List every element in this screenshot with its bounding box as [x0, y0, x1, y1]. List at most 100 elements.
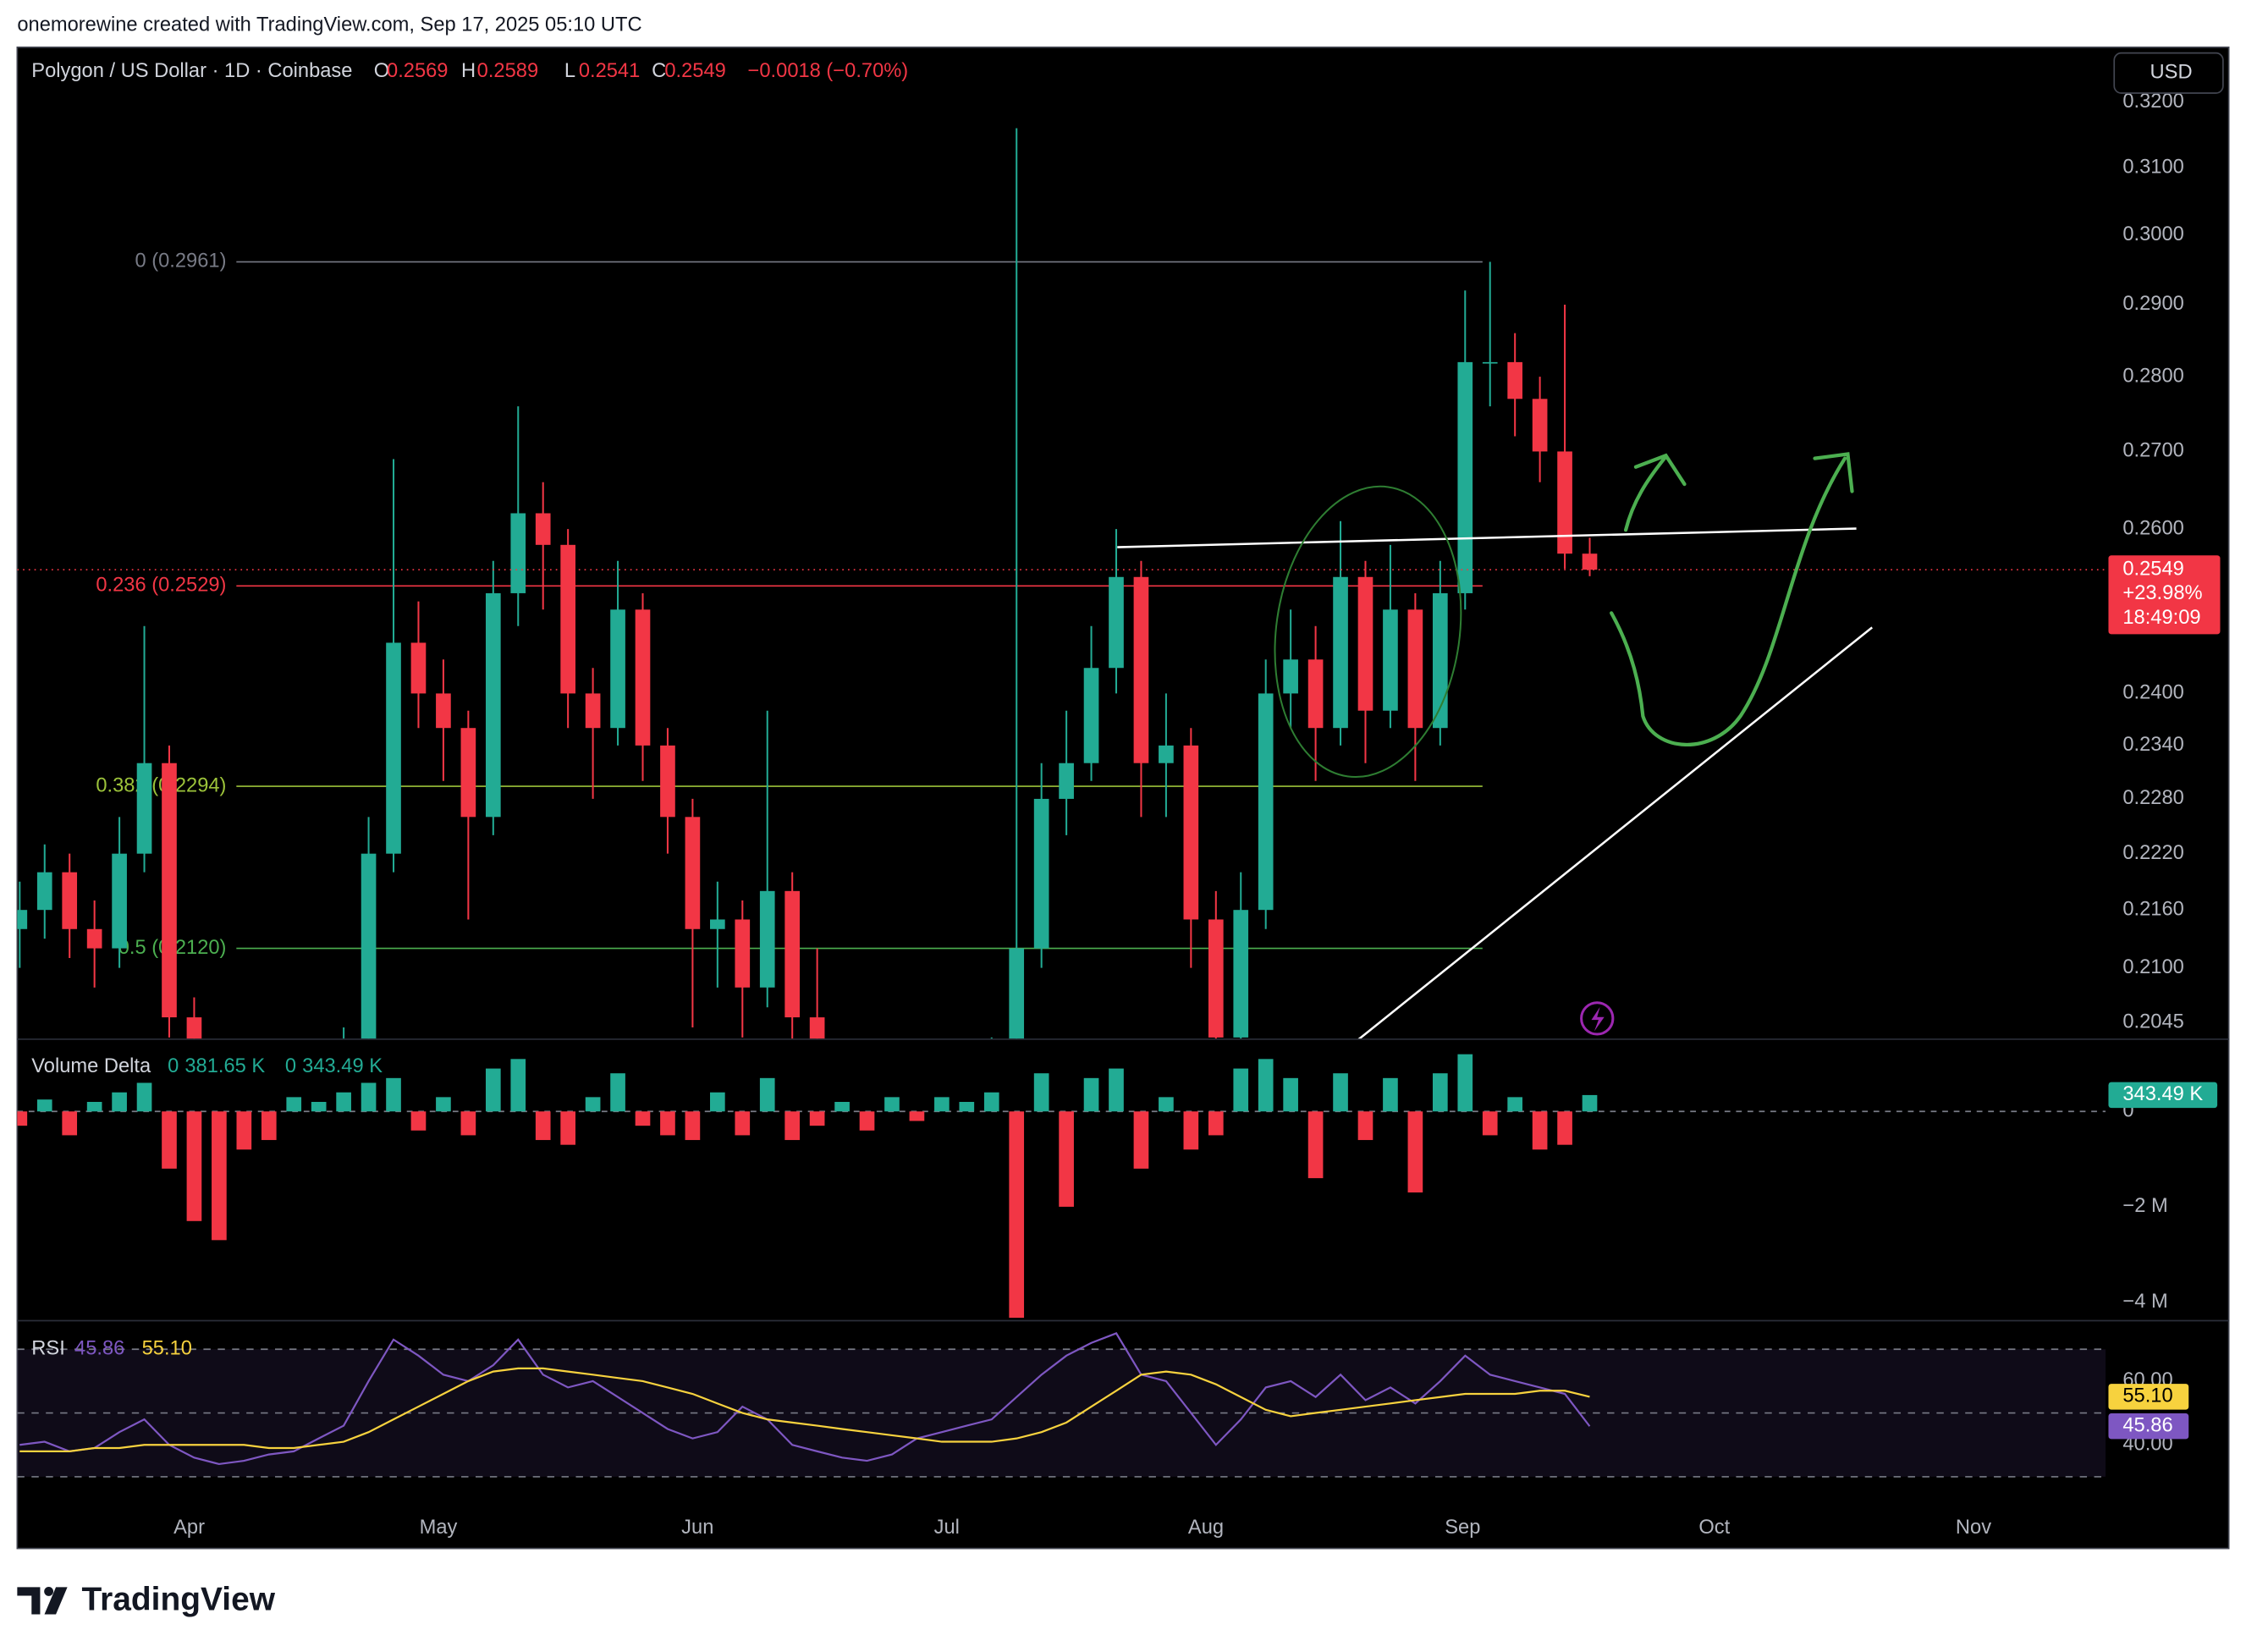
volume-pane: [17, 1054, 2106, 1319]
attribution: onemorewine created with TradingView.com…: [17, 14, 641, 36]
candle-body: [36, 872, 52, 911]
candle-body: [585, 693, 601, 729]
y-tick-label: 0.3100: [2122, 156, 2183, 178]
candle-body: [112, 853, 127, 949]
symbol-title: Polygon / US Dollar · 1D · Coinbase: [31, 60, 352, 82]
drawings: [1117, 452, 1873, 1039]
candle-body: [62, 872, 78, 929]
axes: O0.2569 H 0.2589 L 0.2541 C0.25490.32000.3100…: [74, 60, 2221, 1539]
volume-bar: [1159, 1097, 1174, 1112]
currency-button[interactable]: [2113, 52, 2224, 94]
price-tag-countdown: 18:49:09: [2122, 607, 2200, 629]
volume-bar: [1532, 1111, 1548, 1150]
rsi-title: RSI: [31, 1338, 65, 1360]
y-tick-label: 0.3000: [2122, 223, 2183, 245]
event-icon[interactable]: [1580, 1001, 1615, 1036]
candle-body: [784, 890, 801, 1018]
volume-legend-value: 343.49 K: [302, 1055, 383, 1077]
change: −0.0018 (−0.70%): [748, 60, 909, 82]
volume-bar: [1582, 1094, 1598, 1112]
trend-line: [1357, 626, 1873, 1039]
candle-body: [535, 513, 551, 545]
volume-bar: [1283, 1077, 1298, 1112]
trend-line: [1117, 527, 1857, 548]
candle-body: [436, 693, 451, 729]
price-pane: 0 (0.2961)0.236 (0.2529)0.382 (0.2294)0.…: [17, 128, 2106, 1039]
y-tick-label: 0.2340: [2122, 734, 2183, 756]
candle-body: [410, 642, 427, 694]
volume-bar: [735, 1111, 751, 1136]
y-tick-label: 0.2280: [2122, 787, 2183, 809]
volume-bar: [560, 1111, 575, 1145]
candle-body: [1083, 668, 1099, 763]
candle-body: [1507, 361, 1523, 399]
volume-bar: [510, 1059, 526, 1112]
volume-bar: [859, 1111, 875, 1131]
x-tick-label: Jun: [681, 1517, 713, 1539]
candle-body: [136, 763, 152, 854]
candle-body: [1357, 576, 1373, 711]
candle-body: [86, 928, 102, 949]
volume-tag-label: 343.49 K: [2122, 1083, 2203, 1105]
volume-bar: [112, 1092, 127, 1112]
candle-body: [610, 609, 625, 729]
event-icon-bolt: [1591, 1006, 1605, 1032]
volume-bar: [1059, 1111, 1074, 1207]
brand-logo: [17, 1586, 68, 1615]
volume-bar: [585, 1097, 601, 1112]
volume-bar: [1083, 1077, 1099, 1112]
y-tick-label: 0.2045: [2122, 1010, 2183, 1032]
y-tick-label: 0.2100: [2122, 956, 2183, 978]
ohlc-value: 0.2541: [579, 60, 640, 82]
candle-body: [1258, 693, 1274, 911]
y-tick-label: 0.2800: [2122, 365, 2183, 387]
volume-bar: [1109, 1068, 1124, 1112]
rsi-pane: [17, 1332, 2106, 1478]
arrow-drawing: [1623, 453, 1687, 532]
candle-body: [1133, 576, 1149, 763]
candle-body: [560, 544, 575, 694]
fib-label: 0 (0.2961): [135, 251, 226, 273]
volume-bar: [1233, 1068, 1249, 1112]
x-tick-label: Jul: [934, 1517, 960, 1539]
candle-body: [1208, 919, 1224, 1038]
candle-body: [660, 745, 675, 818]
volume-bar: [136, 1082, 152, 1112]
volume-bar: [710, 1092, 725, 1112]
currency[interactable]: USD: [2150, 62, 2193, 84]
volume-bar: [17, 1111, 28, 1126]
ohlc-label: L: [564, 60, 575, 82]
volume-bar: [336, 1092, 351, 1112]
volume-legend-value: 0: [168, 1055, 179, 1077]
volume-bar: [1183, 1111, 1199, 1150]
volume-bar: [62, 1111, 78, 1136]
volume-bar: [162, 1111, 177, 1169]
volume-tick-label: −2 M: [2122, 1195, 2167, 1217]
fib-label: 0.236 (0.2529): [96, 575, 226, 597]
candle-body: [460, 728, 476, 818]
candle-body: [186, 1017, 202, 1039]
volume-tag: [2108, 1082, 2218, 1109]
candle-body: [1383, 609, 1398, 711]
volume-bar: [386, 1077, 401, 1112]
volume-bar: [1482, 1111, 1498, 1136]
volume-bar: [635, 1111, 651, 1126]
candle-body: [1582, 553, 1598, 570]
volume-bar: [186, 1111, 202, 1221]
volume-bar: [1457, 1054, 1473, 1112]
volume-bar: [1258, 1059, 1274, 1112]
logo-shape: [44, 1586, 54, 1596]
volume-bar: [212, 1111, 227, 1241]
y-tick-label: 0.2220: [2122, 842, 2183, 864]
volume-bar: [261, 1111, 277, 1141]
candle-body: [1233, 910, 1249, 1038]
price-tag-value: 0.2549: [2122, 558, 2183, 580]
candle-body: [1009, 948, 1025, 1039]
logo-shape: [17, 1587, 41, 1615]
volume-bar: [86, 1101, 102, 1112]
candle-body: [386, 642, 401, 854]
volume-bar: [311, 1101, 327, 1112]
rsi-tag-label: 45.86: [2122, 1414, 2172, 1436]
